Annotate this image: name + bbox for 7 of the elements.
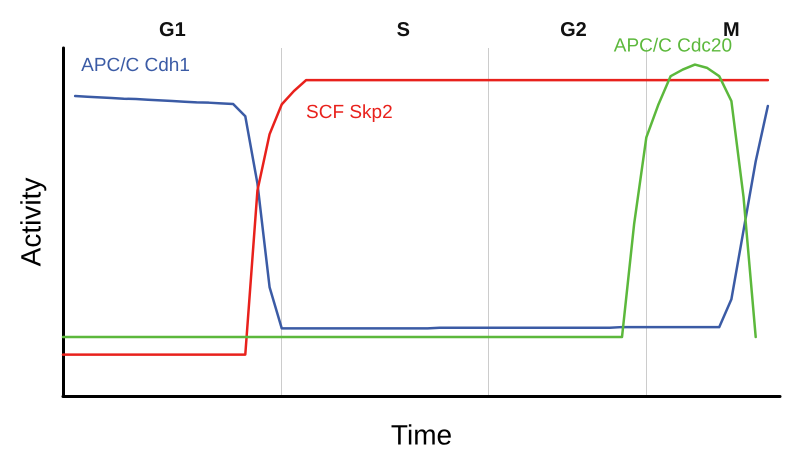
y-axis-title: Activity [16,178,46,266]
x-tick-label: S [396,19,410,41]
x-axis-title: Time [390,420,452,450]
x-tick-label: G2 [560,19,587,41]
series-label: APC/C Cdh1 [81,55,190,76]
series-label: SCF Skp2 [306,102,393,124]
x-tick-label: G1 [159,19,186,41]
